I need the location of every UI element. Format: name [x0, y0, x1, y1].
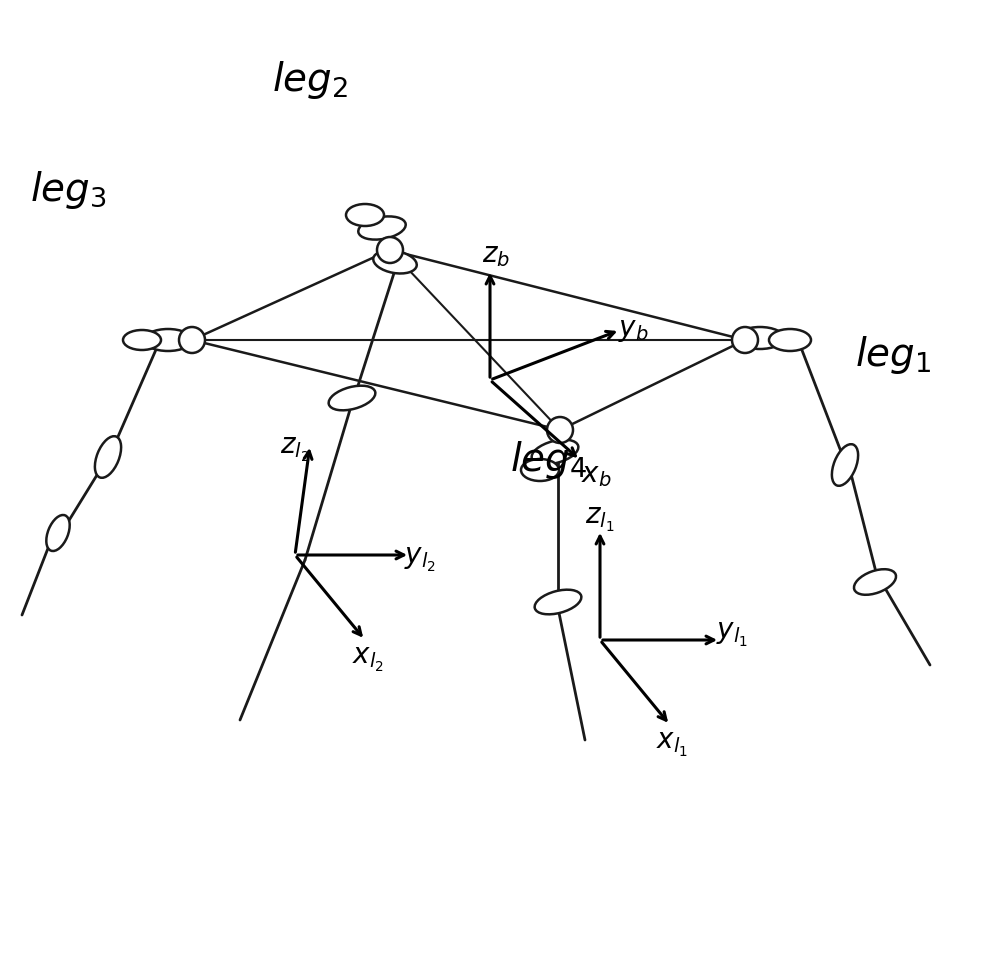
- Text: $leg_3$: $leg_3$: [30, 169, 107, 211]
- Text: $z_b$: $z_b$: [482, 242, 510, 268]
- Text: $leg_1$: $leg_1$: [855, 334, 931, 376]
- Text: $z_{l_1}$: $z_{l_1}$: [585, 506, 615, 534]
- Ellipse shape: [373, 250, 417, 273]
- Circle shape: [547, 417, 573, 443]
- Ellipse shape: [144, 329, 192, 351]
- Ellipse shape: [521, 459, 559, 481]
- Text: $y_b$: $y_b$: [618, 316, 648, 344]
- Ellipse shape: [358, 217, 406, 240]
- Ellipse shape: [535, 589, 581, 614]
- Text: $x_{l_1}$: $x_{l_1}$: [656, 731, 688, 759]
- Ellipse shape: [95, 436, 121, 478]
- Ellipse shape: [346, 204, 384, 226]
- Text: $leg_2$: $leg_2$: [272, 59, 348, 101]
- Ellipse shape: [832, 444, 858, 486]
- Ellipse shape: [123, 330, 161, 350]
- Text: $z_{l_2}$: $z_{l_2}$: [280, 435, 310, 464]
- Ellipse shape: [736, 327, 784, 349]
- Text: $leg_4$: $leg_4$: [510, 439, 587, 481]
- Text: $y_{l_2}$: $y_{l_2}$: [404, 546, 436, 574]
- Text: $x_b$: $x_b$: [581, 461, 611, 489]
- Ellipse shape: [532, 439, 578, 464]
- Ellipse shape: [769, 329, 811, 351]
- Text: $x_{l_2}$: $x_{l_2}$: [352, 646, 384, 674]
- Circle shape: [179, 327, 205, 353]
- Circle shape: [377, 237, 403, 263]
- Ellipse shape: [854, 569, 896, 595]
- Ellipse shape: [46, 515, 70, 551]
- Ellipse shape: [329, 386, 375, 411]
- Circle shape: [732, 327, 758, 353]
- Text: $y_{l_1}$: $y_{l_1}$: [716, 621, 748, 649]
